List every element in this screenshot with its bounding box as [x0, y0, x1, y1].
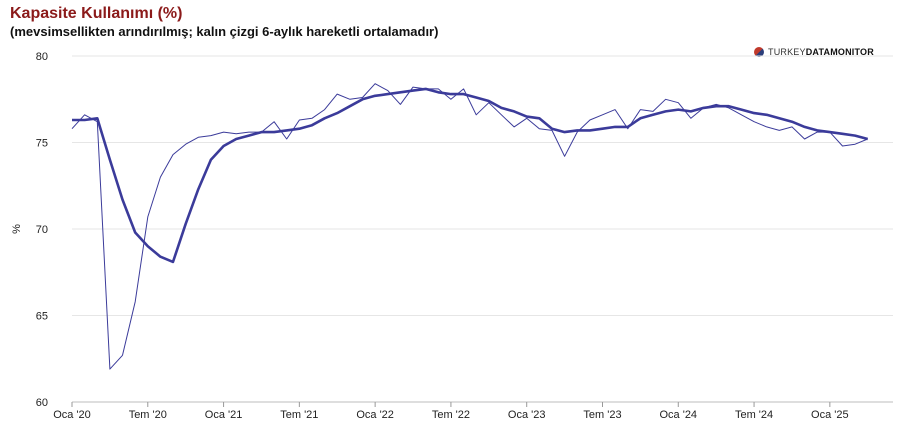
x-tick-label: Tem '23: [583, 409, 621, 421]
x-tick-label: Oca '24: [659, 409, 697, 421]
x-tick-label: Oca '20: [53, 409, 91, 421]
x-tick-label: Tem '22: [432, 409, 470, 421]
brand-name: TURKEYDATAMONITOR: [768, 47, 874, 57]
globe-icon: [754, 47, 764, 57]
grid-lines: [72, 55, 893, 403]
series-lines: [71, 83, 869, 370]
x-tick-label: Tem '24: [735, 409, 773, 421]
x-tick-label: Tem '21: [280, 409, 318, 421]
monthly-line: [71, 83, 868, 370]
moving-average-line: [72, 87, 869, 264]
y-tick-label: 70: [36, 224, 48, 236]
y-tick-label: 60: [36, 397, 48, 409]
x-tick-label: Oca '23: [508, 409, 546, 421]
y-axis: 60 65 70 75 80: [36, 51, 48, 409]
chart-subtitle: (mevsimsellikten arındırılmış; kalın çiz…: [10, 24, 439, 39]
y-axis-label: %: [11, 224, 23, 234]
y-tick-label: 65: [36, 311, 48, 323]
chart-title: Kapasite Kullanımı (%): [10, 5, 183, 22]
x-tick-label: Oca '21: [205, 409, 243, 421]
y-tick-label: 75: [36, 138, 48, 150]
x-tick-label: Oca '25: [811, 409, 849, 421]
brand-logo: TURKEYDATAMONITOR: [754, 45, 874, 59]
x-tick-label: Oca '22: [356, 409, 394, 421]
x-axis: Oca '20 Tem '20 Oca '21 Tem '21 Oca '22 Tem '…: [53, 401, 893, 421]
y-tick-label: 80: [36, 51, 48, 63]
x-tick-label: Tem '20: [129, 409, 167, 421]
